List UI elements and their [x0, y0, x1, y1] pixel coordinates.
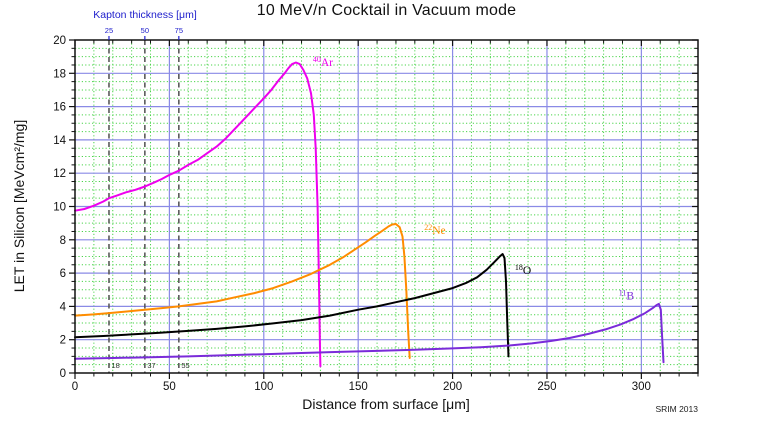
y-tick-label: 6: [60, 268, 66, 280]
y-tick-label: 10: [53, 202, 66, 214]
y-tick-label: 18: [53, 68, 66, 80]
curve-label-40Ar: 40Ar: [313, 55, 333, 69]
x-axis-title: Distance from surface [μm]: [302, 396, 470, 412]
curve-11B: [74, 302, 665, 364]
y-tick-label: 0: [60, 368, 66, 380]
kapton-tick-label: 75: [175, 26, 183, 35]
axis-tick-labels: 0 50 100 150 200 250 300 0 2 4 6 8 10 12 14 16 18 20: [53, 35, 651, 393]
y-tick-label: 14: [53, 135, 66, 147]
kapton-tick-label: 50: [141, 26, 149, 35]
kapton-depth-label: 37: [147, 361, 155, 370]
x-tick-label: 100: [254, 381, 273, 393]
grid-minor: [75, 40, 698, 373]
axis-ticks: [69, 39, 699, 379]
y-tick-label: 8: [60, 235, 66, 247]
y-tick-label: 4: [60, 301, 67, 313]
x-tick-label: 50: [163, 381, 176, 393]
curve-label-18O: 18O: [515, 263, 531, 277]
kapton-marker-lines: 18 37 55: [108, 40, 190, 373]
chart-title: 10 MeV/n Cocktail in Vacuum mode: [256, 2, 517, 19]
curve-label-22Ne: 22Ne: [424, 223, 445, 237]
kapton-depth-label: 18: [111, 361, 119, 370]
x-tick-label: 300: [632, 381, 651, 393]
x-tick-label: 250: [537, 381, 556, 393]
grid-major: [75, 40, 698, 373]
kapton-depth-label: 55: [181, 361, 189, 370]
x-tick-label: 200: [443, 381, 462, 393]
curve-label-11B: 11B: [619, 289, 635, 303]
kapton-axis: 25 50 75: [105, 26, 183, 40]
x-tick-label: 0: [72, 381, 78, 393]
y-tick-label: 12: [53, 168, 66, 180]
y-tick-label: 20: [53, 35, 66, 47]
top-axis-title: Kapton thickness [μm]: [93, 9, 197, 21]
x-tick-label: 150: [349, 381, 368, 393]
y-tick-label: 2: [60, 335, 66, 347]
watermark-srim: SRIM 2013: [655, 404, 698, 414]
curve-18O: [74, 253, 510, 358]
curve-22Ne: [74, 223, 411, 359]
kapton-tick-label: 25: [105, 26, 113, 35]
y-tick-label: 16: [53, 102, 66, 114]
curve-40Ar: [74, 61, 322, 368]
